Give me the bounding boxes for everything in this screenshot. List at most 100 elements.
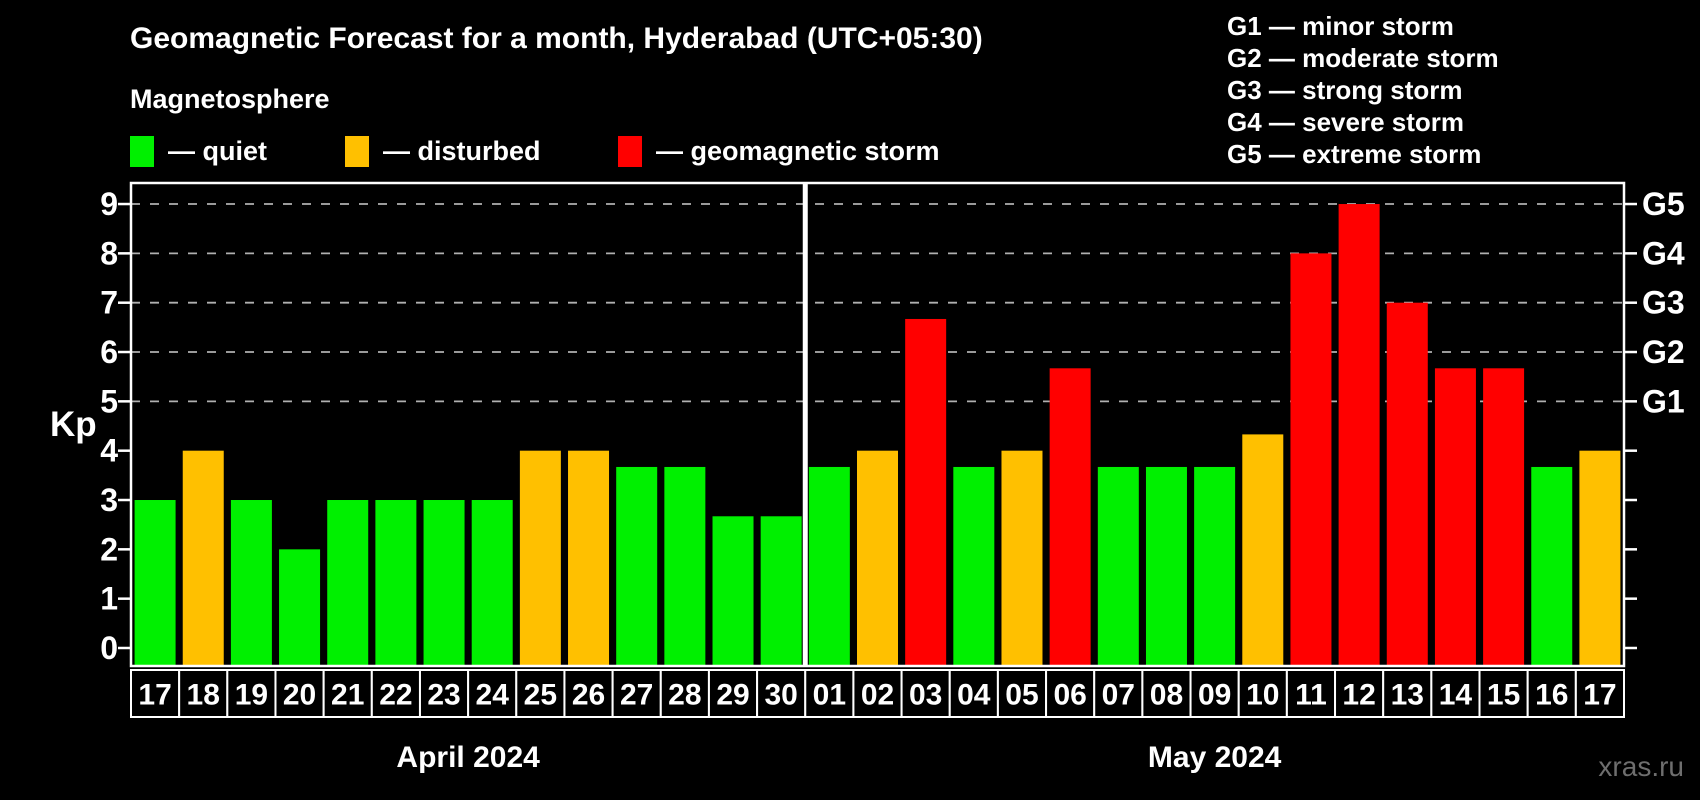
day-label: 14 (1439, 679, 1473, 712)
g-level-label-g4: G4 (1642, 235, 1685, 271)
kp-bar-may-17 (1579, 450, 1621, 666)
kp-bar-april-21 (327, 500, 369, 666)
legend-item-storm: — geomagnetic storm (618, 134, 940, 168)
kp-bar-may-07 (1097, 466, 1139, 666)
plot-frame (129, 181, 1626, 668)
day-box (563, 669, 614, 718)
kp-bar-may-02 (857, 450, 898, 666)
day-box (1478, 669, 1529, 718)
day-box (756, 669, 807, 718)
y-tick-label-7: 7 (100, 285, 118, 321)
kp-bar-may-08 (1145, 466, 1187, 666)
day-label: 02 (861, 679, 894, 712)
kp-bar-april-22 (375, 500, 417, 666)
day-label: 16 (1535, 679, 1568, 712)
day-box (467, 669, 518, 718)
day-box (1526, 669, 1577, 718)
page-title: Geomagnetic Forecast for a month, Hydera… (130, 22, 983, 55)
day-label: 12 (1342, 679, 1375, 712)
g-level-label-g1: G1 (1642, 383, 1685, 419)
kp-bar-may-11 (1290, 253, 1332, 667)
legend-label-disturbed: — disturbed (383, 135, 541, 166)
day-label: 08 (1150, 679, 1183, 712)
y-tick-label-9: 9 (100, 186, 118, 222)
kp-bar-may-06 (1049, 368, 1091, 666)
day-label: 09 (1198, 679, 1231, 712)
g-legend-line-g2: G2 — moderate storm (1227, 43, 1499, 73)
day-label: 21 (331, 679, 364, 712)
kp-bar-may-01 (808, 466, 850, 666)
g-legend-line-g3: G3 — strong storm (1227, 75, 1463, 105)
y-tick-label-5: 5 (100, 383, 118, 419)
storm-color-swatch (618, 135, 642, 167)
day-label: 13 (1391, 679, 1424, 712)
kp-bar-may-05 (1001, 450, 1043, 666)
kp-bar-may-16 (1531, 466, 1573, 666)
kp-bar-april-23 (423, 500, 465, 666)
day-label: 17 (1583, 679, 1616, 712)
g-legend-line-g4: G4 — severe storm (1227, 107, 1465, 137)
day-label: 26 (572, 679, 605, 712)
kp-axis-label: Kp (50, 405, 97, 444)
kp-bar-may-13 (1386, 302, 1428, 666)
day-box (707, 669, 759, 718)
day-box (1189, 669, 1240, 718)
day-label: 29 (716, 679, 749, 712)
legend-item-quiet: — quiet (130, 134, 267, 168)
day-label: 07 (1102, 679, 1135, 712)
day-box (1237, 669, 1288, 718)
day-box (611, 669, 662, 718)
day-label: 15 (1487, 679, 1520, 712)
kp-bar-april-29 (712, 516, 754, 666)
day-label: 25 (524, 679, 557, 712)
disturbed-color-swatch (345, 135, 369, 167)
month-label: May 2024 (1148, 741, 1282, 774)
day-label: 30 (764, 679, 797, 712)
legend-label-quiet: — quiet (168, 135, 267, 166)
day-box (322, 669, 373, 718)
kp-bar-april-26 (568, 450, 610, 666)
day-label: 18 (187, 679, 220, 712)
day-label: 10 (1246, 679, 1279, 712)
day-label: 04 (957, 679, 991, 712)
kp-bar-may-14 (1434, 368, 1476, 666)
kp-bar-april-17 (134, 500, 176, 666)
day-box (804, 669, 855, 718)
g-scale-legend: G1 — minor storm G2 — moderate storm G3 … (1227, 10, 1499, 170)
day-box (1141, 669, 1192, 718)
watermark: xras.ru (1598, 751, 1684, 782)
day-label: 01 (813, 679, 846, 712)
kp-bar-april-18 (182, 450, 224, 666)
kp-bar-may-09 (1194, 466, 1236, 666)
day-label: 23 (427, 679, 460, 712)
day-label: 27 (620, 679, 653, 712)
day-label: 22 (379, 679, 412, 712)
kp-bar-april-27 (616, 466, 658, 666)
day-label: 19 (235, 679, 268, 712)
y-tick-label-0: 0 (100, 630, 118, 666)
day-box (1574, 669, 1626, 718)
day-box (1382, 669, 1433, 718)
day-label: 03 (909, 679, 942, 712)
chart-subtitle: Magnetosphere (130, 84, 330, 114)
day-box (852, 669, 903, 718)
kp-bar-april-20 (279, 549, 321, 666)
g-level-label-g3: G3 (1642, 285, 1685, 321)
day-label: 20 (283, 679, 316, 712)
y-tick-label-2: 2 (100, 531, 118, 567)
kp-bar-may-10 (1242, 434, 1284, 666)
day-box (1430, 669, 1481, 718)
day-label: 05 (1005, 679, 1038, 712)
y-tick-label-1: 1 (100, 581, 118, 617)
day-label: 06 (1053, 679, 1086, 712)
g-legend-line-g1: G1 — minor storm (1227, 11, 1454, 41)
kp-bar-may-15 (1483, 368, 1525, 666)
y-tick-label-4: 4 (100, 433, 118, 469)
legend-label-storm: — geomagnetic storm (656, 135, 940, 166)
g-legend-line-g5: G5 — extreme storm (1227, 139, 1482, 169)
y-tick-label-6: 6 (100, 334, 118, 370)
y-tick-label-3: 3 (100, 482, 118, 518)
day-label: 28 (668, 679, 701, 712)
